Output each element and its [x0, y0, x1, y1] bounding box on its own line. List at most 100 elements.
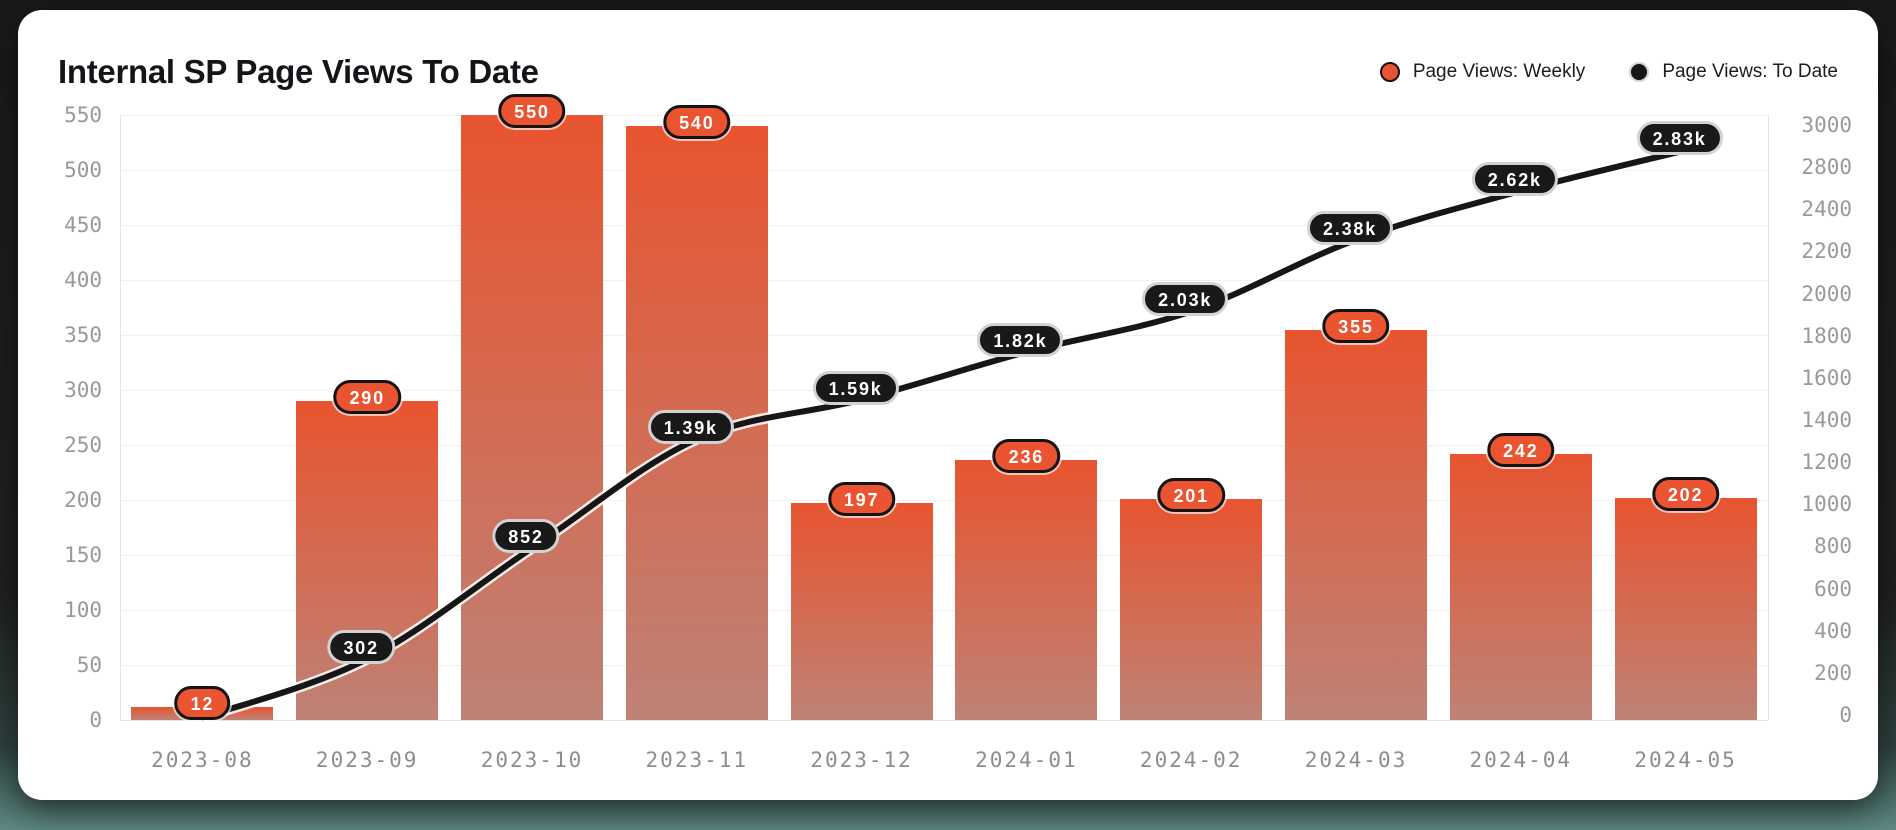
line-value-badge: 852 [492, 519, 560, 554]
line-point-2023-09[interactable] [358, 650, 376, 668]
x-axis-label: 2023-10 [480, 748, 584, 772]
left-axis-tick: 250 [64, 433, 102, 457]
right-axis-tick: 1400 [1801, 408, 1852, 432]
right-axis-tick: 1000 [1801, 492, 1852, 517]
legend-label-todate: Page Views: To Date [1662, 61, 1838, 82]
right-axis-tick: 3000 [1801, 113, 1852, 137]
line-value-badge: 2.03k [1142, 282, 1229, 317]
right-axis-tick: 2000 [1801, 281, 1852, 306]
todate-line-path [199, 147, 1689, 721]
gridline [120, 390, 1768, 391]
line-value-badge: 302 [327, 630, 395, 665]
right-axis-tick: 2400 [1801, 197, 1852, 222]
line-value-badge: 2.83k [1636, 121, 1723, 156]
left-axis-tick: 200 [64, 488, 102, 512]
bar-2023-10[interactable] [461, 115, 603, 720]
x-axis-label: 2024-04 [1469, 748, 1573, 772]
x-axis-label: 2023-11 [645, 748, 749, 772]
left-axis-tick: 350 [64, 323, 102, 347]
card-header: Internal SP Page Views To Date Page View… [58, 50, 1838, 94]
bar-value-badge: 202 [1651, 476, 1720, 511]
line-point-2023-11[interactable] [688, 430, 706, 448]
gridline [120, 445, 1768, 446]
left-axis-tick: 0 [89, 708, 102, 732]
legend-label-weekly: Page Views: Weekly [1412, 61, 1586, 82]
weekly-series-dot-icon [1379, 62, 1400, 82]
line-point-2024-01[interactable] [1017, 343, 1035, 361]
right-axis-tick: 1800 [1801, 323, 1852, 348]
left-axis-tick: 450 [64, 213, 102, 237]
line-point-2024-04[interactable] [1512, 182, 1530, 200]
line-value-badge: 1.39k [647, 410, 734, 445]
gridline [120, 500, 1768, 501]
bar-2023-09[interactable] [296, 401, 439, 720]
right-axis-tick: 400 [1814, 618, 1852, 643]
line-value-badge: 1.82k [977, 322, 1064, 357]
bar-value-badge: 201 [1157, 477, 1225, 512]
x-axis-label: 2024-02 [1139, 748, 1243, 772]
line-point-2023-08[interactable] [193, 709, 211, 727]
left-axis-tick: 100 [64, 598, 102, 622]
bar-value-badge: 197 [827, 482, 896, 517]
bar-value-badge: 550 [498, 94, 566, 128]
bar-value-badge: 355 [1322, 308, 1390, 343]
legend-item-weekly[interactable]: Page Views: Weekly [1379, 61, 1586, 83]
left-axis-line [120, 115, 121, 720]
gridline [120, 555, 1768, 556]
left-axis-tick: 150 [64, 543, 102, 567]
todate-line-halo [196, 144, 1692, 724]
bar-2023-12[interactable] [790, 503, 933, 720]
left-axis-tick: 50 [76, 653, 102, 677]
bar-value-badge: 540 [663, 105, 731, 139]
bar-2024-03[interactable] [1285, 329, 1427, 720]
gridline [120, 225, 1768, 226]
bar-value-badge: 236 [992, 439, 1061, 474]
right-axis-line [1768, 115, 1769, 720]
right-axis-tick: 200 [1814, 660, 1852, 685]
x-axis-label: 2024-01 [975, 748, 1078, 772]
gridline [120, 610, 1768, 611]
bar-2024-05[interactable] [1614, 497, 1757, 720]
gridline [120, 115, 1768, 116]
line-point-2023-12[interactable] [853, 391, 871, 409]
line-point-2024-05[interactable] [1677, 141, 1695, 159]
line-point-2024-02[interactable] [1182, 302, 1200, 320]
left-axis-tick: 550 [64, 103, 102, 127]
legend-item-todate[interactable]: Page Views: To Date [1629, 61, 1838, 83]
gridline [120, 280, 1768, 281]
x-axis-label: 2023-08 [151, 748, 254, 772]
line-value-badge: 2.38k [1306, 210, 1394, 245]
legend: Page Views: Weekly Page Views: To Date [1379, 61, 1838, 83]
bar-2024-04[interactable] [1449, 453, 1592, 720]
todate-series-dot-icon [1629, 62, 1650, 82]
bar-2024-01[interactable] [955, 460, 1098, 720]
right-axis-tick: 600 [1814, 576, 1852, 601]
left-axis-tick: 400 [64, 268, 102, 292]
bar-value-badge: 290 [333, 380, 401, 414]
right-axis-tick: 1600 [1801, 365, 1852, 390]
line-value-badge: 2.62k [1471, 162, 1558, 197]
x-axis-label: 2023-12 [810, 748, 913, 772]
gridline [120, 665, 1768, 666]
bar-value-badge: 12 [174, 685, 231, 720]
left-axis-tick: 300 [64, 378, 102, 402]
right-axis-tick: 1200 [1801, 450, 1852, 475]
left-axis-tick: 500 [64, 158, 102, 182]
right-axis-tick: 2800 [1801, 155, 1852, 180]
right-axis-tick: 2200 [1801, 239, 1852, 264]
chart-title: Internal SP Page Views To Date [58, 53, 539, 90]
line-point-2023-10[interactable] [523, 539, 541, 557]
gridline [120, 720, 1768, 721]
bar-2024-02[interactable] [1120, 498, 1263, 720]
right-axis-tick: 0 [1839, 703, 1852, 727]
gridline [120, 335, 1768, 336]
gridline [120, 170, 1768, 171]
bar-value-badge: 242 [1487, 432, 1555, 467]
x-axis-label: 2024-03 [1304, 748, 1408, 772]
line-value-badge: 1.59k [812, 370, 899, 405]
right-axis-tick: 800 [1814, 534, 1852, 559]
line-point-2024-03[interactable] [1347, 231, 1365, 249]
